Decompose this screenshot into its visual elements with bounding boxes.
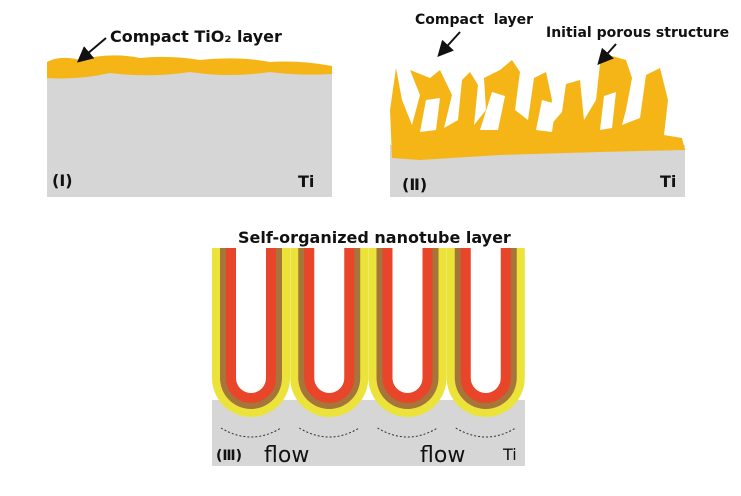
panel-label: (Ⅲ) bbox=[216, 448, 242, 464]
flow-arrow bbox=[298, 427, 360, 438]
tube-wall bbox=[314, 248, 345, 393]
tube-wall bbox=[236, 248, 266, 393]
oxide-layer bbox=[47, 55, 332, 79]
flow-arrow bbox=[455, 427, 517, 438]
panel-1: Compact TiO₂ layer (Ⅰ) Ti bbox=[47, 27, 332, 197]
arrow bbox=[597, 43, 617, 65]
flow-label: flow bbox=[264, 443, 309, 468]
panel-2: Compact layer Initial porous structure (… bbox=[390, 12, 729, 197]
arrow bbox=[437, 31, 461, 57]
annotation: Compact layer bbox=[415, 12, 533, 28]
porous-layer bbox=[390, 56, 685, 160]
flow-arrow bbox=[377, 427, 438, 438]
tube-wall bbox=[392, 248, 423, 393]
panel-3: Self-organized nanotube layer (Ⅲ) flow f… bbox=[212, 228, 525, 468]
arrow bbox=[76, 37, 107, 63]
panel-title: Self-organized nanotube layer bbox=[238, 228, 511, 247]
flow-arrow bbox=[220, 427, 282, 438]
annotation: Initial porous structure bbox=[546, 25, 729, 41]
annotation: Compact TiO₂ layer bbox=[110, 27, 282, 46]
nanotubes bbox=[212, 248, 525, 438]
panel-label: (Ⅰ) bbox=[52, 171, 73, 190]
panel-label: (Ⅱ) bbox=[402, 175, 427, 194]
substrate-label: Ti bbox=[660, 172, 676, 191]
substrate bbox=[47, 68, 332, 197]
substrate-label: Ti bbox=[502, 445, 517, 464]
tube-wall bbox=[470, 248, 501, 393]
flow-label: flow bbox=[420, 443, 465, 468]
substrate-label: Ti bbox=[298, 172, 314, 191]
